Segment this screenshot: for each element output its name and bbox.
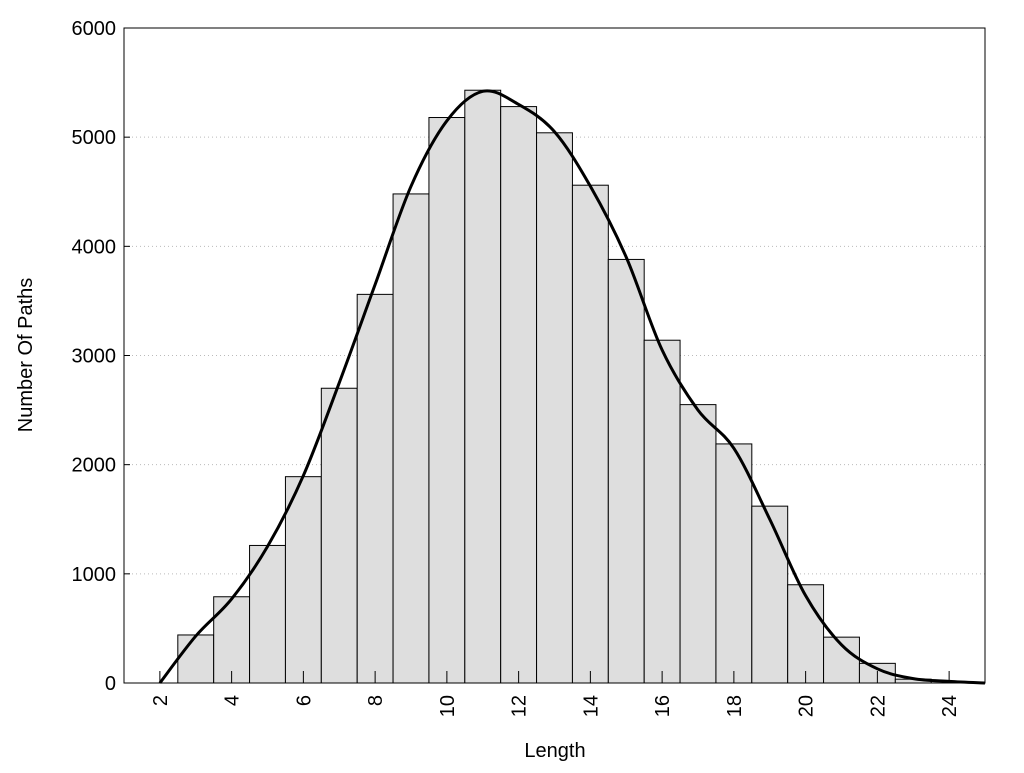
- bar: [320, 387, 358, 684]
- y-axis-label: Number Of Paths: [15, 278, 37, 433]
- x-tick-label: 6: [293, 695, 315, 706]
- bar: [643, 339, 681, 684]
- bar: [787, 584, 825, 684]
- bar: [428, 117, 466, 684]
- bar: [356, 293, 394, 684]
- y-tick-label: 4000: [72, 236, 117, 258]
- x-tick-label: 20: [796, 695, 818, 717]
- bar: [500, 106, 538, 684]
- bar: [607, 258, 645, 684]
- y-tick-label: 3000: [72, 346, 117, 368]
- bar: [715, 443, 753, 684]
- x-tick-label: 14: [580, 695, 602, 717]
- bar: [213, 596, 251, 684]
- x-tick-label: 16: [652, 695, 674, 717]
- density-curve: [158, 89, 986, 685]
- bar: [536, 132, 573, 684]
- bar: [464, 89, 502, 684]
- x-tick-label: 8: [365, 695, 387, 706]
- x-axis-label: Length: [524, 740, 585, 762]
- y-tick-label: 6000: [72, 18, 117, 40]
- y-tick-label: 2000: [72, 455, 117, 477]
- bars: [177, 89, 932, 684]
- y-axis: 0 1000 2000 3000 4000 5000 6000: [72, 18, 130, 695]
- curve-line: [158, 89, 986, 685]
- x-tick-label: 24: [939, 695, 961, 717]
- bar: [751, 505, 789, 684]
- y-tick-label: 5000: [72, 127, 117, 149]
- y-tick-label: 0: [105, 673, 116, 695]
- bar: [392, 193, 430, 684]
- x-tick-label: 2: [150, 695, 172, 706]
- bar: [679, 404, 717, 684]
- x-tick-label: 12: [509, 695, 531, 717]
- y-tick-label: 1000: [72, 564, 117, 586]
- bar: [571, 184, 609, 684]
- x-tick-label: 18: [724, 695, 746, 717]
- x-tick-label: 10: [437, 695, 459, 717]
- x-axis: 2 4 6 8 10 12 14 16 18 20 22 24: [150, 671, 961, 717]
- x-tick-label: 4: [222, 695, 244, 706]
- bar: [177, 634, 215, 684]
- bar: [284, 476, 322, 684]
- x-tick-label: 22: [867, 695, 889, 717]
